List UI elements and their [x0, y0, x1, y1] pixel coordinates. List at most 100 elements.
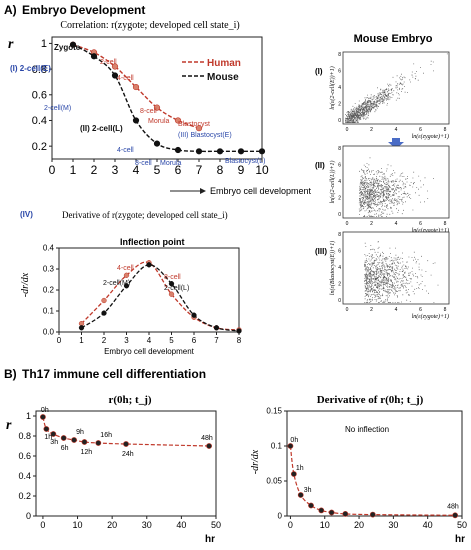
data-point-mouse	[132, 117, 140, 124]
data-point	[342, 511, 349, 517]
mouse-embryo-panels: Mouse Embryo (I)0 2 4 6 802468ln(ε(zygote)+1…	[315, 33, 450, 320]
data-point-mouse	[236, 328, 242, 334]
data-point-mouse	[146, 262, 152, 268]
y-axis-label: ln(ε(Blastocyst(E))+1)	[329, 241, 336, 295]
y-tick-label: 6	[338, 249, 341, 255]
point-annotation: 48h	[201, 435, 213, 442]
point-annotation: (II) 2-cell(L)	[80, 124, 123, 133]
x-tick-label: 2	[370, 127, 373, 133]
inner-title: No inflection	[345, 425, 389, 434]
x-tick-label: 10	[320, 520, 330, 530]
x-tick-label: 40	[176, 520, 186, 530]
point-annotation: 24h	[122, 451, 134, 458]
x-tick-label: 10	[73, 520, 83, 530]
chart-title: Correlation: r(zygote; developed cell st…	[60, 20, 239, 31]
point-annotation: 0h	[41, 407, 49, 414]
data-point-human	[101, 297, 107, 304]
data-point-human	[153, 104, 161, 111]
data-point-mouse	[174, 146, 182, 154]
x-tick-label: 4	[133, 163, 140, 177]
y-tick-label: 0.0	[43, 328, 55, 337]
legend-label-human: Human	[207, 58, 241, 69]
x-tick-label: 7	[196, 163, 203, 177]
data-point-mouse	[69, 41, 77, 48]
point-annotation: (III) Blastocyst(E)	[178, 132, 232, 139]
xlabel-arrow-head	[200, 188, 206, 194]
y-tick-label: 1	[26, 411, 31, 421]
derivative-chart: 0 1 2 3 4 5 6 7 8 0.0 0.1 0.2 0.3 0.4 Derivative of r(…	[20, 210, 242, 356]
x-tick-label: 5	[169, 336, 174, 345]
point-annotation: (I) 2-cell(E)	[10, 64, 51, 73]
data-point	[71, 437, 77, 443]
y-tick-label: 0.1	[271, 442, 283, 451]
x-tick-label: 2	[102, 336, 107, 345]
y-axis-label: r	[8, 37, 14, 52]
x-tick-label: 2	[91, 163, 98, 177]
data-point	[95, 440, 102, 446]
data-point-human	[195, 125, 203, 132]
data-point	[318, 507, 325, 514]
x-tick-label: 10	[255, 163, 269, 177]
x-tick-label: 4	[395, 127, 398, 133]
x-tick-label: 5	[154, 163, 161, 177]
data-point	[328, 509, 335, 516]
y-tick-label: 0.4	[43, 244, 55, 253]
data-point-human	[168, 291, 175, 297]
y-tick-label: 0.1	[43, 307, 55, 316]
x-axis-label: Embryo cell development	[104, 347, 195, 356]
x-axis-label: hr	[455, 534, 465, 545]
point-annotation: Blastocyst(L)	[225, 158, 265, 165]
data-point-human	[111, 63, 119, 70]
plot-frame	[35, 410, 217, 517]
scatter-frame	[342, 231, 450, 305]
data-point	[290, 471, 297, 477]
point-annotation: 2-cell(L)	[164, 285, 189, 292]
y-tick-label: 0.4	[32, 115, 47, 127]
x-tick-label: 0	[40, 520, 45, 530]
point-annotation: 16h	[100, 432, 112, 439]
data-point-mouse	[258, 148, 266, 155]
y-tick-label: 0	[26, 511, 31, 521]
data-point	[308, 502, 314, 509]
data-point-mouse	[78, 325, 85, 331]
point-annotation: 3h	[50, 439, 58, 446]
data-point	[369, 511, 376, 518]
y-axis-label: -dr/dx	[20, 272, 31, 297]
inner-title: Inflection point	[120, 237, 185, 247]
y-tick-label: 0.6	[18, 451, 31, 461]
point-annotation: Morula	[160, 160, 182, 167]
point-annotation: 9h	[76, 429, 84, 436]
y-axis-label: ln(ε(2-cell(E))+1)	[329, 66, 336, 109]
x-tick-label: 7	[214, 336, 219, 345]
x-tick-label: 2	[370, 307, 373, 313]
data-point	[81, 439, 88, 445]
x-tick-label: 0	[346, 127, 349, 133]
y-tick-label: 0.2	[43, 286, 55, 295]
data-point	[40, 414, 46, 420]
data-point-mouse	[123, 283, 130, 289]
mouse-embryo-title: Mouse Embryo	[354, 33, 433, 45]
x-tick-label: 0	[346, 307, 349, 313]
y-tick-label: 0.2	[32, 141, 47, 153]
x-tick-label: 30	[388, 520, 398, 530]
x-tick-label: 4	[395, 221, 398, 227]
y-tick-label: 2	[338, 102, 341, 108]
x-tick-label: 0	[346, 221, 349, 227]
x-tick-label: 50	[457, 520, 467, 530]
x-tick-label: 8	[217, 163, 224, 177]
x-axis-label: ln(ε(zygote)+1)	[412, 313, 449, 320]
y-tick-label: 6	[338, 69, 341, 75]
y-tick-label: 2	[338, 282, 341, 288]
series-line-mouse	[72, 44, 262, 153]
point-annotation: 0h	[290, 437, 298, 444]
data-point-mouse	[237, 148, 245, 155]
y-tick-label: 0.6	[32, 89, 47, 101]
x-tick-label: 0	[57, 336, 62, 345]
data-point	[297, 492, 304, 498]
panel-label: (IV)	[20, 210, 33, 219]
x-tick-label: 1	[70, 163, 77, 177]
data-point-human	[174, 117, 182, 124]
scatter-panel-3: (III)0 2 4 6 802468ln(ε(zygote)+1)ln(ε(Blast…	[315, 231, 450, 320]
point-annotation: Blastocyst	[178, 121, 210, 128]
